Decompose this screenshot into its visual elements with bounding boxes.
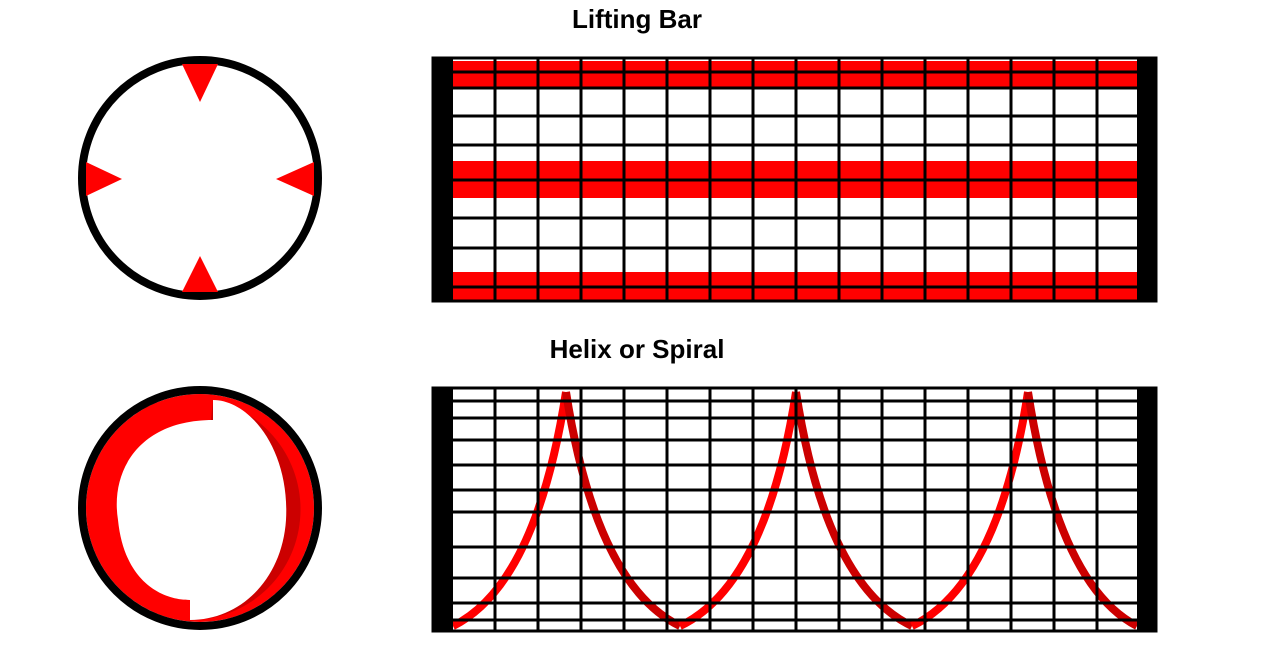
pipe-outline [78, 386, 322, 630]
lifting-bar-section [78, 56, 322, 300]
frame-edge [432, 57, 453, 302]
lifting-bar-marker [182, 64, 218, 102]
frame-edge [432, 387, 453, 632]
frame-edge [1137, 57, 1157, 302]
frame [431, 56, 1158, 303]
pipe-interior [116, 400, 287, 620]
lifting-bar-marker [276, 162, 314, 196]
section-title: Lifting Bar [572, 4, 702, 34]
frame-edge [1137, 387, 1157, 632]
lifting-bar-grid [431, 56, 1158, 303]
lifting-bar-marker [182, 256, 218, 292]
frame [431, 386, 1158, 633]
section-title: Helix or Spiral [550, 334, 725, 364]
pipe-outline [78, 56, 322, 300]
lifting-bar-marker [86, 162, 122, 196]
helix-grid [431, 386, 1158, 633]
helix-section [78, 386, 322, 630]
